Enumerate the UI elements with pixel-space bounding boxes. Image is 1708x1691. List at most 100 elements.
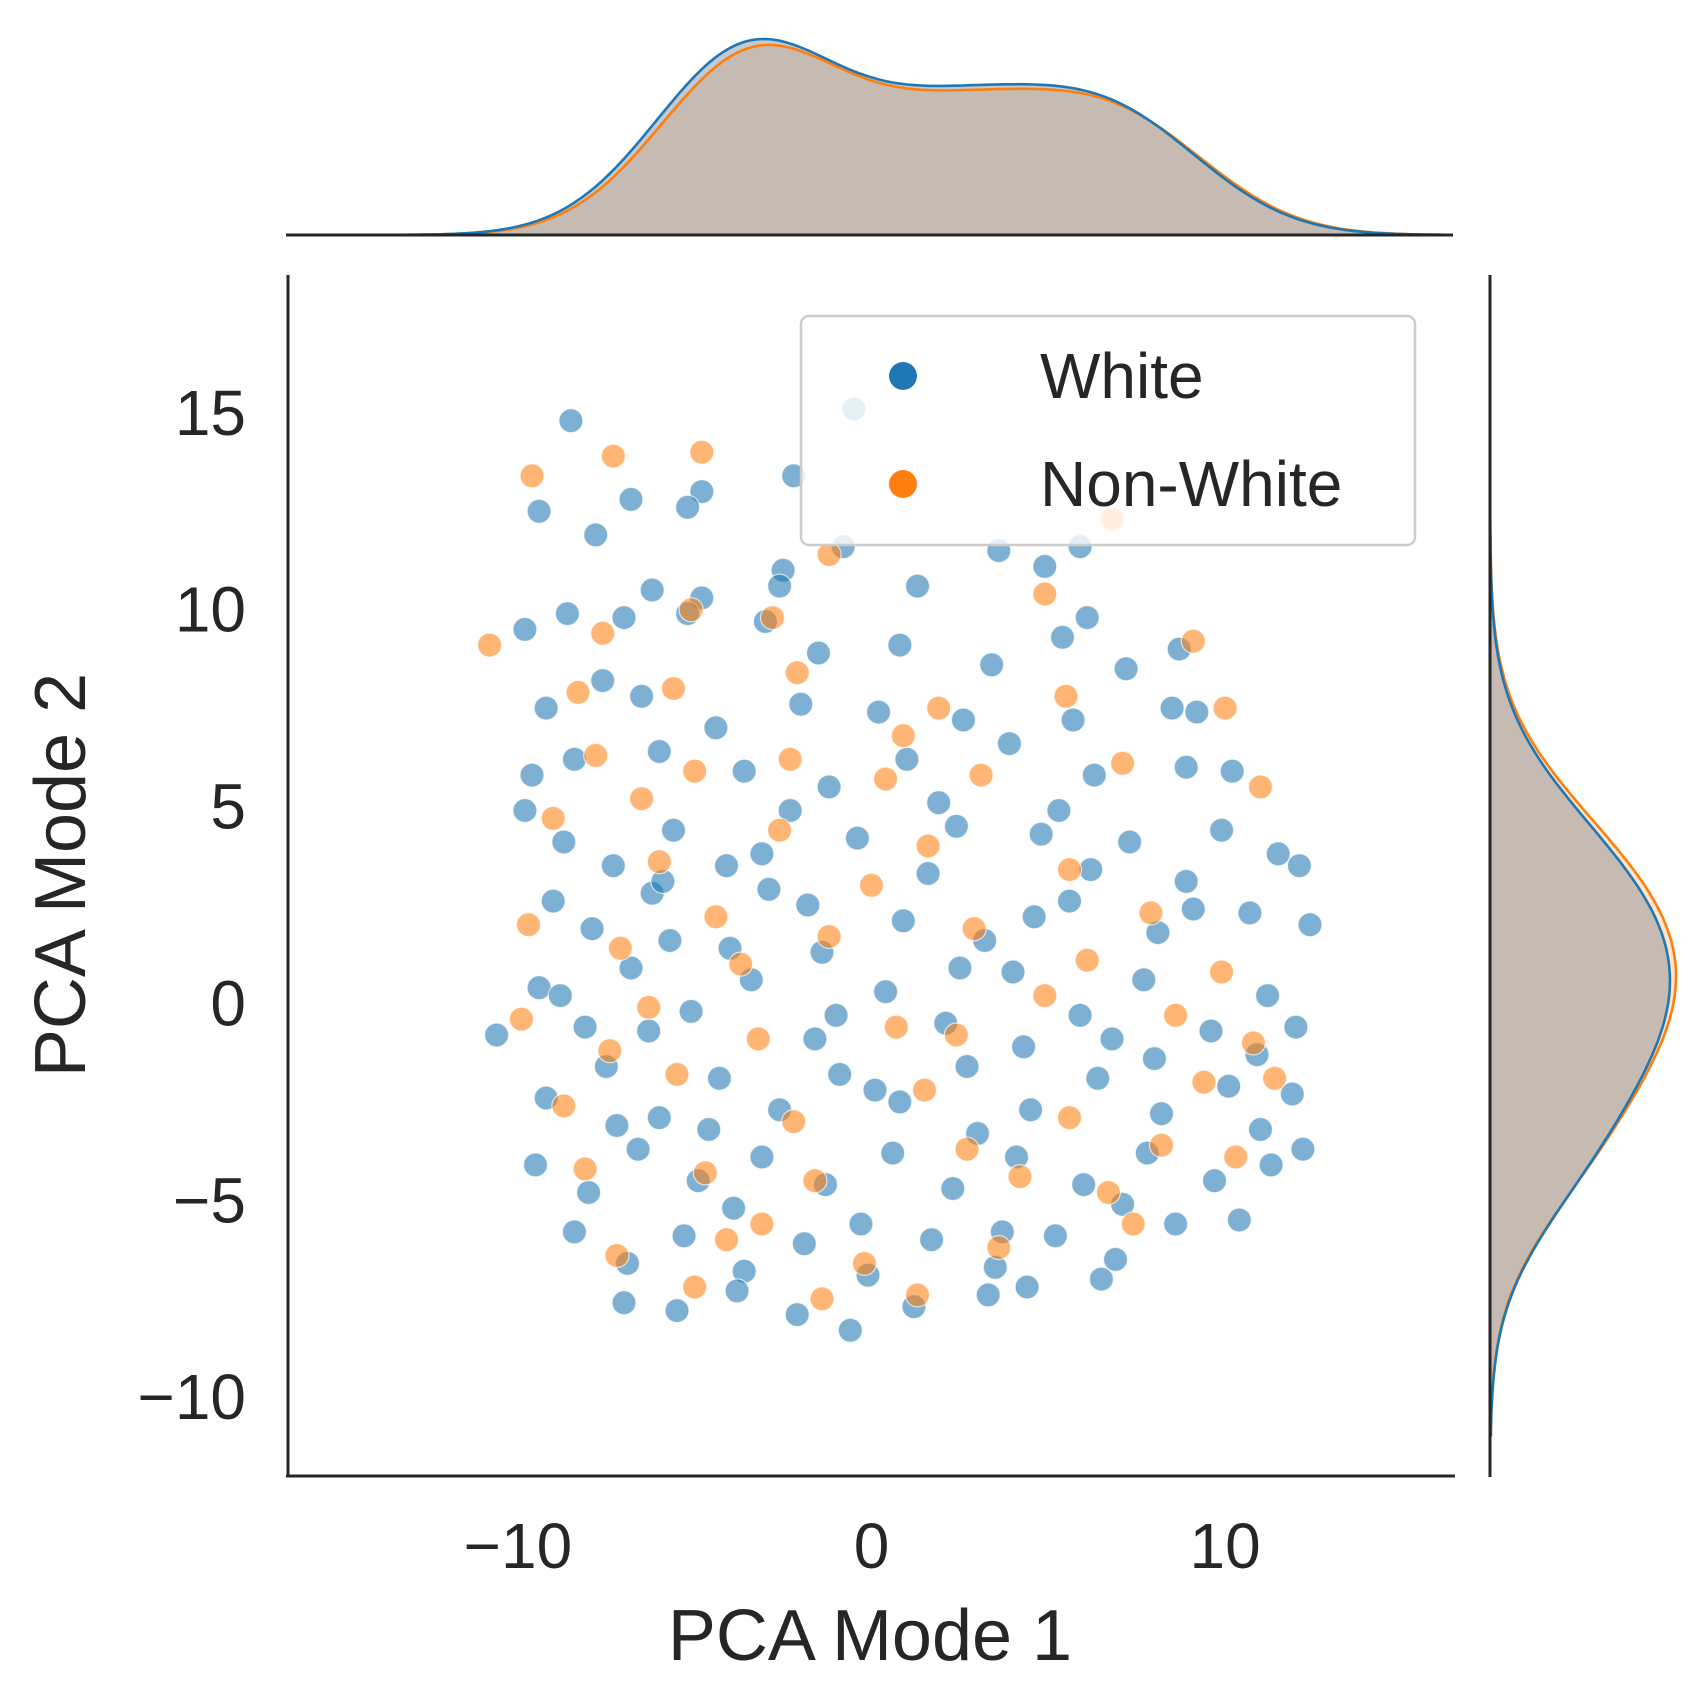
point-white [1113, 656, 1139, 682]
point-white [1247, 1116, 1274, 1143]
point-white [816, 774, 842, 800]
point-white [664, 1297, 690, 1324]
point-white [512, 616, 538, 643]
point-white [837, 1317, 863, 1343]
point-white [950, 707, 977, 733]
point-non-white [1247, 774, 1274, 800]
point-white [1046, 797, 1072, 824]
point-white [788, 691, 814, 717]
point-white [795, 892, 821, 918]
point-white [575, 1179, 602, 1206]
point-non-white [872, 766, 899, 792]
kde-fill-white [1490, 275, 1670, 1437]
point-non-white [540, 805, 566, 832]
point-white [1131, 967, 1157, 993]
point-white [526, 498, 552, 524]
point-non-white [883, 1014, 909, 1040]
point-non-white [809, 1286, 835, 1312]
point-non-white [728, 951, 754, 977]
point-non-white [583, 742, 609, 769]
point-white [1060, 707, 1086, 733]
point-white [1162, 1211, 1189, 1237]
x-marginal-kde [341, 37, 1455, 237]
point-white [639, 577, 665, 603]
point-white [1141, 1045, 1168, 1072]
point-non-white [551, 1093, 577, 1119]
point-white [512, 797, 538, 824]
point-non-white [1162, 1002, 1189, 1028]
point-non-white [1032, 581, 1058, 607]
point-non-white [781, 1108, 807, 1135]
point-non-white [519, 463, 545, 489]
point-white [625, 1136, 651, 1162]
point-non-white [508, 1006, 535, 1032]
point-white [894, 746, 920, 772]
point-white [540, 888, 566, 914]
point-white [943, 813, 970, 839]
point-white [1049, 624, 1076, 650]
y-tick-label: 15 [175, 377, 246, 449]
point-non-white [477, 632, 503, 658]
kde-fill-white [341, 39, 1455, 235]
x-tick-label: 0 [854, 1510, 890, 1582]
point-white [660, 817, 687, 843]
point-non-white [646, 849, 672, 875]
point-white [887, 1089, 913, 1115]
point-white [926, 790, 952, 816]
point-non-white [1074, 947, 1100, 973]
point-white [1102, 1246, 1129, 1273]
point-non-white [1095, 1179, 1122, 1206]
point-white [1265, 841, 1291, 867]
point-non-white [604, 1242, 630, 1269]
point-white [862, 1077, 888, 1103]
point-non-white [1056, 1105, 1083, 1131]
point-white [756, 876, 782, 902]
kde-line-non-white [341, 43, 1452, 237]
point-non-white [590, 620, 616, 646]
point-white [887, 632, 913, 658]
point-white [975, 1282, 1001, 1308]
legend-frame [799, 314, 1417, 547]
point-non-white [600, 443, 626, 469]
point-white [1254, 982, 1281, 1009]
point-white [1216, 1073, 1242, 1099]
y-axis-label: PCA Mode 2 [21, 673, 101, 1077]
point-white [618, 486, 644, 512]
point-white [1056, 888, 1083, 914]
point-white [947, 955, 973, 981]
point-non-white [968, 762, 994, 788]
point-white [674, 494, 701, 520]
point-white [703, 715, 729, 741]
scatter-points [477, 396, 1323, 1343]
x-tick-label: −10 [464, 1510, 573, 1582]
point-non-white [1032, 982, 1058, 1009]
point-white [1286, 853, 1313, 879]
point-non-white [961, 916, 987, 942]
point-white [1074, 604, 1100, 631]
point-non-white [911, 1077, 938, 1103]
point-white [1226, 1207, 1252, 1233]
point-white [1067, 1002, 1093, 1028]
point-non-white [678, 597, 704, 623]
point-white [1283, 1014, 1309, 1040]
point-white [579, 916, 605, 942]
y-tick-label: −5 [173, 1164, 246, 1236]
point-white [844, 825, 871, 851]
point-white [547, 982, 573, 1009]
point-white [802, 1026, 828, 1052]
point-white [671, 1223, 697, 1249]
point-white [551, 829, 577, 855]
point-white [1078, 856, 1104, 883]
point-non-white [1148, 1132, 1175, 1158]
kde-fill-non-white [341, 45, 1455, 235]
point-white [1088, 1266, 1115, 1292]
point-white [766, 573, 793, 599]
point-white [827, 1061, 853, 1088]
point-white [1279, 1081, 1305, 1107]
point-non-white [689, 439, 715, 465]
point-non-white [1180, 628, 1206, 654]
point-non-white [904, 1282, 931, 1308]
point-white [1297, 912, 1323, 938]
point-white [1099, 1026, 1125, 1052]
